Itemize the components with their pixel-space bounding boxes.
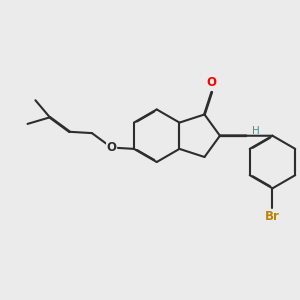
Text: O: O [106,141,117,154]
Text: O: O [207,76,217,89]
Text: H: H [252,126,260,136]
Text: Br: Br [265,211,280,224]
